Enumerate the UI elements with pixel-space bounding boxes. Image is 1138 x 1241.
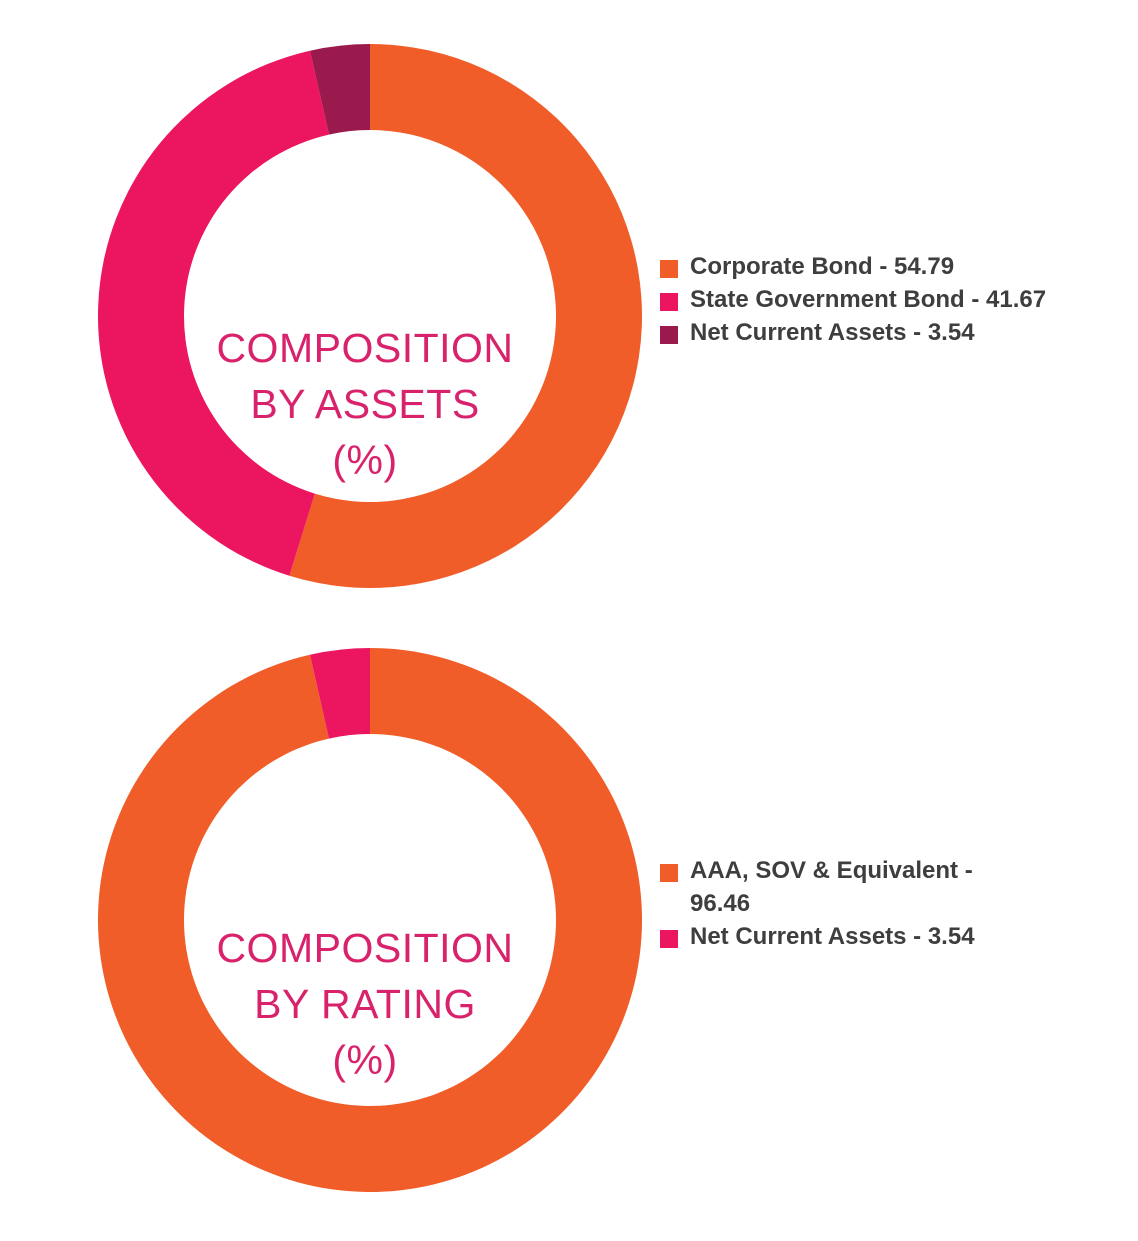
rating-donut (98, 648, 643, 1192)
donut-slice-net-current-assets (309, 44, 370, 135)
legend-label: Net Current Assets - 3.54 (690, 319, 975, 346)
legend-item-net-current-assets: Net Current Assets - 3.54 (660, 920, 1020, 953)
assets-donut (97, 44, 642, 588)
legend-swatch (660, 326, 678, 344)
legend-item-state-government-bond: State Government Bond - 41.67 (660, 283, 1110, 316)
assets-title-line: COMPOSITION (216, 325, 514, 371)
legend-label: Net Current Assets - 3.54 (690, 923, 975, 950)
legend-swatch (660, 293, 678, 311)
rating-title-line: (%) (332, 1037, 398, 1083)
assets-legend: Corporate Bond - 54.79 State Government … (660, 250, 1110, 349)
donut-slice-state-government-bond (97, 50, 329, 576)
legend-swatch (660, 864, 678, 882)
assets-title-line: (%) (332, 437, 398, 483)
rating-title-line: COMPOSITION (216, 925, 514, 971)
composition-by-rating-chart: COMPOSITION BY RATING (%) AAA, SOV & Equ… (0, 620, 1138, 1241)
legend-label: AAA, SOV & Equivalent - 96.46 (690, 857, 973, 917)
rating-center-title: COMPOSITION BY RATING (%) (170, 920, 560, 1088)
donut-slice-aaa-sov-equivalent (98, 648, 643, 1192)
donut-slice-corporate-bond (289, 44, 642, 588)
rating-legend: AAA, SOV & Equivalent - 96.46 Net Curren… (660, 854, 1020, 953)
legend-swatch (660, 260, 678, 278)
assets-title-line: BY ASSETS (250, 381, 480, 427)
assets-center-title: COMPOSITION BY ASSETS (%) (170, 320, 560, 488)
legend-label: State Government Bond - 41.67 (690, 286, 1047, 313)
legend-item-net-current-assets: Net Current Assets - 3.54 (660, 316, 1110, 349)
legend-label: Corporate Bond - 54.79 (690, 253, 955, 280)
rating-title-line: BY RATING (254, 981, 476, 1027)
legend-item-aaa-sov-equivalent: AAA, SOV & Equivalent - 96.46 (660, 854, 1020, 920)
legend-swatch (660, 930, 678, 948)
legend-item-corporate-bond: Corporate Bond - 54.79 (660, 250, 1110, 283)
composition-by-assets-chart: COMPOSITION BY ASSETS (%) Corporate Bond… (0, 0, 1138, 620)
donut-slice-net-current-assets (309, 648, 370, 739)
